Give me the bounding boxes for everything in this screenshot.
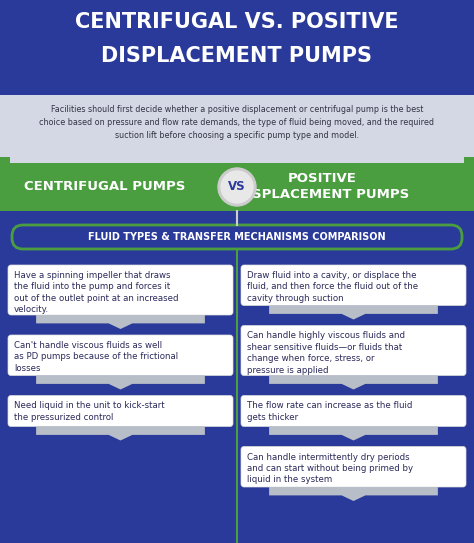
Bar [0, 157, 10, 211]
Text: CENTRIFUGAL PUMPS: CENTRIFUGAL PUMPS [24, 180, 185, 193]
Polygon shape [269, 306, 438, 319]
Text: CENTRIFUGAL VS. POSITIVE: CENTRIFUGAL VS. POSITIVE [75, 12, 399, 32]
Text: VS: VS [228, 180, 246, 193]
Text: POSITIVE
DISPLACEMENT PUMPS: POSITIVE DISPLACEMENT PUMPS [236, 173, 409, 201]
Polygon shape [36, 376, 205, 389]
FancyBboxPatch shape [8, 395, 233, 426]
Text: Draw fluid into a cavity, or displace the
fluid, and then force the fluid out of: Draw fluid into a cavity, or displace th… [247, 271, 418, 303]
FancyBboxPatch shape [12, 225, 462, 249]
Circle shape [221, 171, 253, 203]
FancyBboxPatch shape [241, 325, 466, 376]
Text: The flow rate can increase as the fluid
gets thicker: The flow rate can increase as the fluid … [247, 401, 412, 422]
Text: DISPLACEMENT PUMPS: DISPLACEMENT PUMPS [101, 46, 373, 66]
FancyBboxPatch shape [241, 265, 466, 306]
Text: FLUID TYPES & TRANSFER MECHANISMS COMPARISON: FLUID TYPES & TRANSFER MECHANISMS COMPAR… [88, 232, 386, 242]
FancyBboxPatch shape [8, 335, 233, 376]
Polygon shape [269, 426, 438, 440]
Bar [0, 211, 474, 543]
Text: Have a spinning impeller that draws
the fluid into the pump and forces it
out of: Have a spinning impeller that draws the … [14, 271, 179, 314]
Polygon shape [269, 487, 438, 501]
Text: Need liquid in the unit to kick-start
the pressurized control: Need liquid in the unit to kick-start th… [14, 401, 164, 422]
Polygon shape [36, 315, 205, 329]
Text: Facilities should first decide whether a positive displacement or centrifugal pu: Facilities should first decide whether a… [39, 105, 435, 140]
FancyBboxPatch shape [241, 395, 466, 426]
Bar [464, 157, 474, 211]
Polygon shape [36, 426, 205, 440]
Bar [0, 95, 474, 163]
FancyBboxPatch shape [8, 265, 233, 315]
Polygon shape [269, 376, 438, 389]
Bar [0, 163, 474, 211]
Text: Can handle highly viscous fluids and
shear sensitive fluids—or fluids that
chang: Can handle highly viscous fluids and she… [247, 331, 405, 375]
Text: Can't handle viscous fluids as well
as PD pumps because of the frictional
losses: Can't handle viscous fluids as well as P… [14, 341, 178, 373]
Text: Can handle intermittently dry periods
and can start without being primed by
liqu: Can handle intermittently dry periods an… [247, 452, 413, 484]
Bar [0, 0, 474, 95]
Circle shape [218, 168, 256, 206]
FancyBboxPatch shape [241, 446, 466, 487]
